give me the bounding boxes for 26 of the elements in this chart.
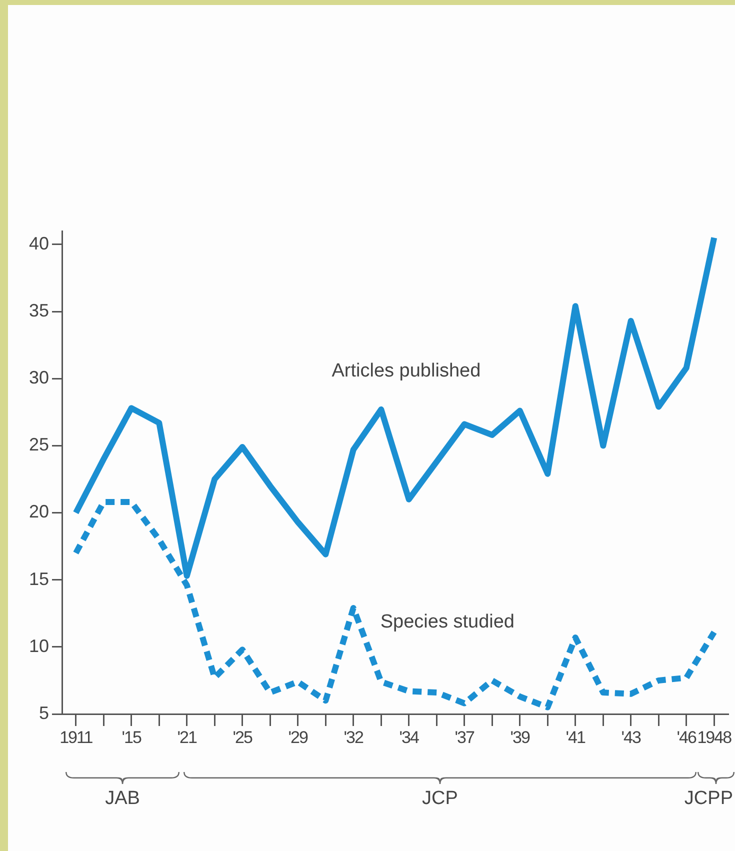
x-tick-label: '34 [399, 728, 419, 748]
x-tick-label: '43 [621, 728, 641, 748]
x-tick-label: '37 [454, 728, 474, 748]
y-tick-label: 25 [28, 434, 49, 455]
series-label: Species studied [380, 611, 515, 632]
x-tick-label: '29 [288, 728, 308, 748]
x-tick-label: '41 [566, 728, 586, 748]
y-tick-label: 5 [38, 702, 49, 723]
y-tick-label: 10 [28, 636, 49, 656]
x-tick-label: '21 [177, 728, 197, 748]
x-tick-label: '32 [344, 728, 364, 748]
text: JCP [422, 788, 458, 810]
text: Articles published [332, 360, 481, 382]
x-tick-label: 1911 [60, 728, 93, 748]
x-tick-label: 1948 [697, 728, 732, 748]
text: JCPP [684, 788, 734, 810]
text: JAB [105, 788, 140, 810]
y-tick-label: 20 [28, 502, 49, 522]
y-tick-label: 15 [28, 568, 49, 589]
x-tick-label: '15 [122, 728, 142, 748]
y-tick-label: 40 [28, 233, 49, 254]
y-tick-label: 35 [28, 300, 49, 320]
x-tick-label: '46 [676, 728, 696, 748]
y-tick-label: 30 [28, 368, 49, 388]
x-tick-label: '25 [232, 728, 252, 748]
x-tick-label: '39 [510, 728, 530, 748]
